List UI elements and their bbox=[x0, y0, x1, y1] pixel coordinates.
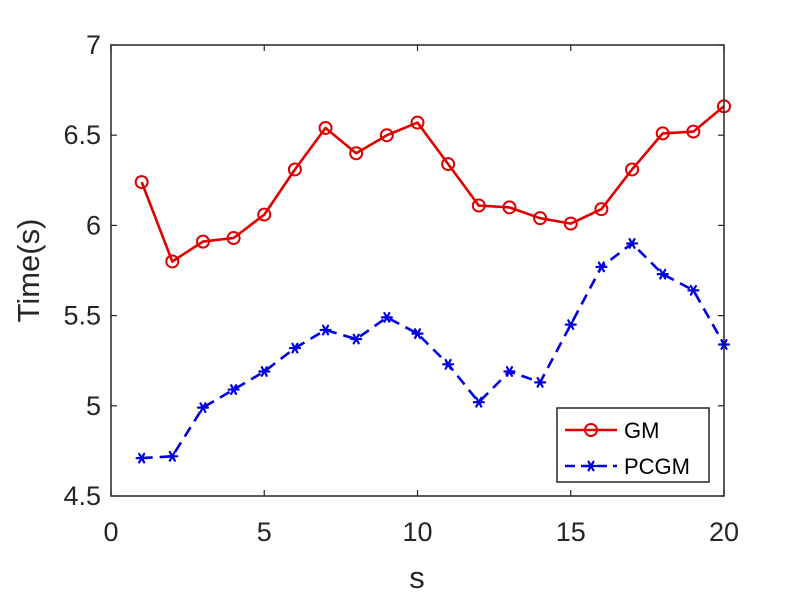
legend-label-pcgm: PCGM bbox=[624, 454, 690, 479]
y-tick-label: 6 bbox=[86, 210, 101, 240]
data-point-pcgm bbox=[258, 366, 271, 377]
data-point-gm bbox=[257, 207, 272, 222]
data-point-pcgm bbox=[503, 366, 516, 377]
data-point-pcgm bbox=[411, 328, 424, 340]
legend: GM PCGM bbox=[556, 407, 710, 483]
data-point-gm bbox=[655, 126, 670, 141]
y-tick-label: 5 bbox=[86, 391, 101, 421]
data-point-pcgm bbox=[687, 284, 700, 296]
ticks-layer: 0 5 10 15 20 4.5 5 5.5 6 6.5 7 bbox=[63, 30, 739, 547]
data-point-pcgm bbox=[135, 452, 148, 464]
data-point-pcgm bbox=[472, 396, 485, 408]
series-line-pcgm bbox=[141, 242, 726, 460]
data-point-gm bbox=[318, 120, 333, 135]
data-point-pcgm bbox=[442, 358, 455, 370]
legend-box bbox=[556, 407, 710, 483]
x-axis-label: s bbox=[409, 560, 425, 595]
data-point-gm bbox=[471, 198, 486, 213]
data-point-gm bbox=[226, 231, 241, 246]
data-point-pcgm bbox=[656, 268, 669, 280]
data-point-gm bbox=[349, 146, 364, 161]
data-point-gm bbox=[134, 175, 149, 190]
data-point-gm bbox=[195, 234, 210, 249]
data-point-gm bbox=[410, 115, 425, 130]
data-point-gm bbox=[686, 124, 701, 139]
data-point-pcgm bbox=[564, 319, 577, 331]
x-tick-label: 20 bbox=[709, 517, 739, 547]
x-tick-label: 5 bbox=[257, 517, 272, 547]
x-tick-label: 10 bbox=[402, 517, 432, 547]
data-point-pcgm bbox=[533, 376, 547, 388]
data-point-gm bbox=[502, 200, 517, 215]
series-layer bbox=[134, 99, 731, 464]
data-point-pcgm bbox=[196, 402, 210, 414]
data-point-pcgm bbox=[319, 324, 332, 336]
data-point-gm bbox=[563, 216, 578, 231]
data-point-pcgm bbox=[227, 384, 240, 395]
data-point-pcgm bbox=[625, 238, 639, 249]
data-point-pcgm bbox=[288, 342, 301, 354]
data-point-gm bbox=[441, 157, 456, 172]
y-tick-label: 4.5 bbox=[63, 481, 101, 511]
y-tick-label: 7 bbox=[86, 30, 101, 60]
data-point-gm bbox=[165, 254, 180, 269]
data-point-pcgm bbox=[380, 311, 393, 323]
data-point-gm bbox=[379, 128, 394, 143]
data-point-gm bbox=[287, 162, 302, 177]
legend-marker-pcgm bbox=[584, 460, 598, 472]
y-tick-label: 6.5 bbox=[63, 120, 101, 150]
legend-marker-gm bbox=[584, 423, 598, 437]
data-point-gm bbox=[594, 202, 609, 217]
legend-label-gm: GM bbox=[624, 418, 659, 443]
x-tick-label: 15 bbox=[556, 517, 586, 547]
y-tick-label: 5.5 bbox=[63, 301, 101, 331]
data-point-pcgm bbox=[166, 450, 179, 462]
data-point-gm bbox=[625, 162, 640, 177]
data-point-pcgm bbox=[350, 333, 363, 345]
y-axis-label: Time(s) bbox=[11, 219, 46, 323]
data-point-pcgm bbox=[595, 261, 608, 273]
x-tick-label: 0 bbox=[103, 517, 118, 547]
data-point-gm bbox=[533, 211, 548, 226]
